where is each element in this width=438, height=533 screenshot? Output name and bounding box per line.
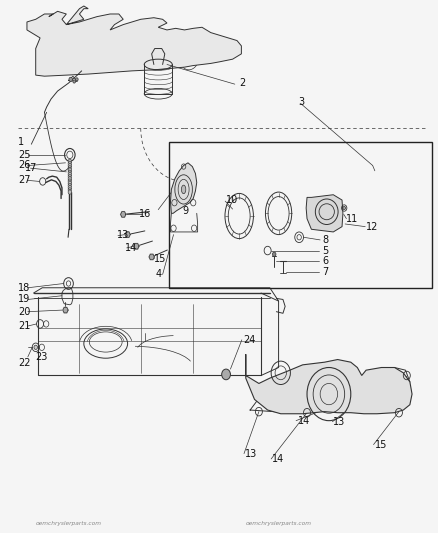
Circle shape	[68, 190, 71, 194]
Polygon shape	[63, 308, 68, 313]
Circle shape	[68, 164, 71, 168]
Circle shape	[342, 206, 345, 209]
Text: 16: 16	[138, 209, 150, 220]
Circle shape	[68, 168, 71, 172]
Polygon shape	[149, 254, 154, 260]
Text: 13: 13	[244, 449, 257, 458]
Circle shape	[73, 80, 75, 83]
Circle shape	[69, 77, 72, 82]
Text: 17: 17	[25, 163, 37, 173]
Text: 7: 7	[321, 267, 328, 277]
Polygon shape	[125, 232, 130, 237]
Text: 25: 25	[18, 150, 31, 160]
Circle shape	[68, 181, 71, 185]
Text: 4: 4	[155, 270, 162, 279]
Text: 22: 22	[18, 358, 31, 368]
Text: 14: 14	[297, 416, 310, 426]
Text: 11: 11	[346, 214, 358, 224]
Text: oemchryslerparts.com: oemchryslerparts.com	[245, 521, 311, 526]
PathPatch shape	[27, 6, 241, 76]
Text: 21: 21	[18, 321, 31, 331]
Circle shape	[68, 177, 71, 181]
Text: 5: 5	[321, 246, 328, 255]
Text: 14: 14	[272, 454, 284, 464]
Text: 2: 2	[239, 78, 245, 88]
Text: 1: 1	[18, 136, 24, 147]
Text: 27: 27	[18, 175, 31, 185]
Text: 12: 12	[365, 222, 378, 232]
PathPatch shape	[305, 195, 342, 232]
Text: 24: 24	[243, 335, 255, 345]
Circle shape	[272, 252, 276, 256]
Text: oemchryslerparts.com: oemchryslerparts.com	[35, 521, 102, 526]
Circle shape	[68, 172, 71, 176]
Text: 9: 9	[182, 206, 188, 216]
Text: 18: 18	[18, 283, 30, 293]
Circle shape	[34, 345, 37, 350]
Bar	[169, 142, 431, 288]
Circle shape	[75, 78, 78, 81]
Text: 3: 3	[297, 96, 304, 107]
Text: 10: 10	[226, 195, 238, 205]
Text: 6: 6	[321, 256, 328, 266]
Text: 20: 20	[18, 306, 31, 317]
Text: 13: 13	[117, 230, 129, 240]
Circle shape	[68, 185, 71, 190]
Circle shape	[68, 159, 71, 164]
Text: 14: 14	[125, 243, 138, 253]
Circle shape	[221, 369, 230, 379]
PathPatch shape	[245, 354, 411, 414]
Text: 13: 13	[332, 417, 345, 427]
Polygon shape	[120, 212, 126, 217]
Ellipse shape	[181, 185, 185, 193]
Text: 15: 15	[374, 440, 386, 450]
Polygon shape	[134, 244, 139, 249]
Text: 26: 26	[18, 160, 31, 171]
Text: 23: 23	[35, 352, 48, 362]
PathPatch shape	[170, 163, 196, 213]
Text: 19: 19	[18, 294, 30, 304]
Text: 8: 8	[321, 235, 328, 245]
Text: 15: 15	[153, 254, 166, 263]
